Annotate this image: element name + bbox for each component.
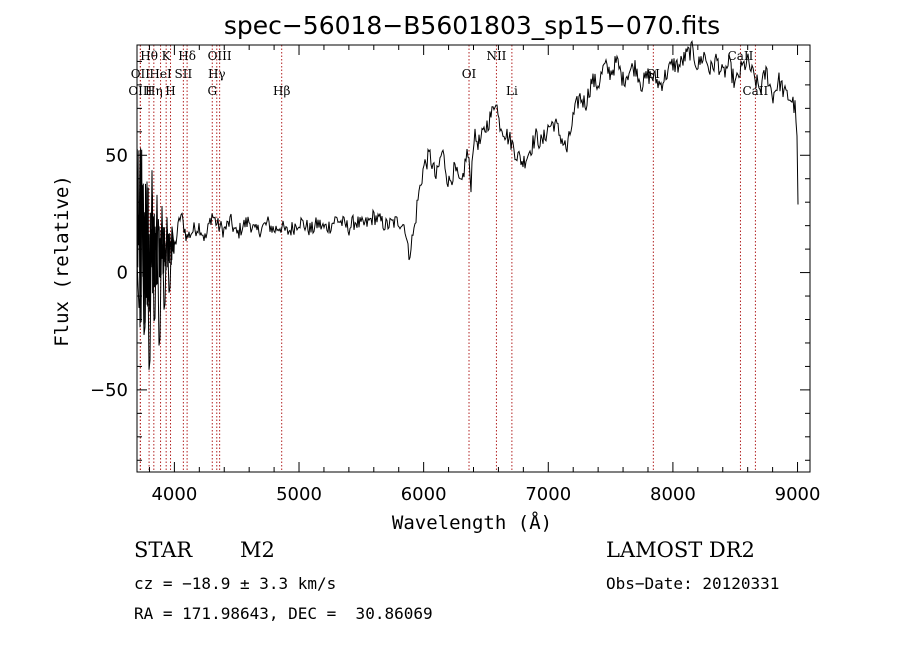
redshift-cz: cz = −18.9 ± 3.3 km/s [134, 574, 337, 593]
coordinates: RA = 171.98643, DEC = 30.86069 [134, 604, 433, 623]
spectral-line-label: G [207, 84, 217, 98]
object-class: STAR [134, 538, 193, 562]
spectral-line-label: Hδ [178, 49, 196, 63]
spectral-line-label: SII [175, 67, 193, 81]
x-tick-label: 6000 [401, 484, 447, 505]
spectral-line-label: K [162, 49, 172, 63]
x-axis-label: Wavelength (Å) [392, 511, 552, 534]
spectral-line-label: Hη [145, 84, 163, 98]
spectral-line-label: OI [462, 67, 477, 81]
axis-ticks: 4000 5000 6000 7000 8000 9000 −50 0 50 [90, 45, 820, 505]
spectrum-line [136, 39, 799, 370]
y-tick-label: −50 [90, 380, 128, 401]
spectral-line-label: NII [486, 49, 506, 63]
spectral-line-label: Li [506, 84, 518, 98]
y-axis-label: Flux (relative) [51, 175, 73, 347]
spectral-line-label: Hθ [140, 49, 158, 63]
y-tick-label: 0 [117, 263, 128, 284]
object-subclass: M2 [240, 538, 275, 562]
spectral-line-label: OIII [208, 49, 232, 63]
x-tick-label: 5000 [276, 484, 322, 505]
spectral-line-label: CaII [742, 84, 768, 98]
spectral-line-markers: HθOIIOIIIHηHeIKHSIIHδGHγOIIIHβOINIILiSIC… [128, 45, 769, 472]
spectral-line-label: Hβ [273, 84, 290, 98]
x-tick-label: 9000 [775, 484, 821, 505]
spectral-line-label: HeI [149, 67, 172, 81]
chart-title: spec−56018−B5601803_sp15−070.fits [224, 11, 720, 40]
x-tick-label: 4000 [151, 484, 197, 505]
spectral-line-label: OIII [128, 84, 152, 98]
x-tick-label: 8000 [650, 484, 696, 505]
plot-frame [136, 44, 811, 473]
survey-name: LAMOST DR2 [606, 538, 755, 562]
y-tick-label: 50 [105, 145, 128, 166]
spectral-line-label: H [165, 84, 175, 98]
x-tick-label: 7000 [525, 484, 571, 505]
spectrum-series [136, 39, 799, 370]
observation-date: Obs−Date: 20120331 [606, 574, 780, 593]
spectral-line-label: Hγ [208, 67, 226, 81]
